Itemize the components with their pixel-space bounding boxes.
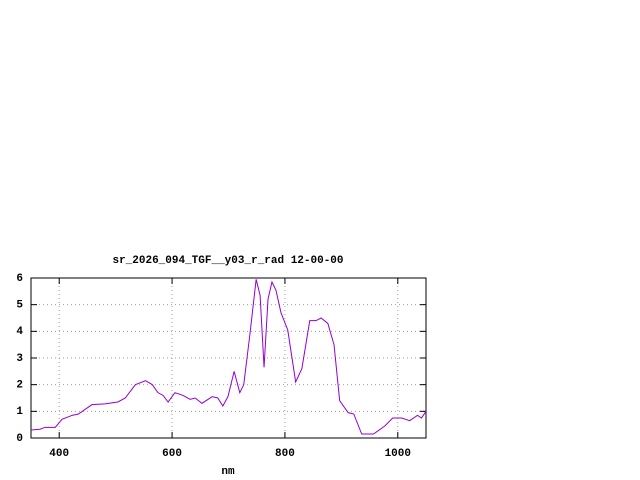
plot-border (30, 277, 427, 439)
chart-title: sr_2026_094_TGF__y03_r_rad 12-00-00 (112, 255, 343, 267)
y-tick-label: 4 (16, 326, 23, 338)
y-tick-label: 0 (16, 433, 23, 445)
y-tick-label: 3 (16, 353, 23, 365)
x-axis-label: nm (221, 466, 235, 478)
y-tick-label: 2 (16, 380, 23, 392)
x-tick-label: 1000 (385, 448, 411, 460)
y-tick-label: 6 (16, 273, 23, 285)
data-line (30, 279, 427, 435)
y-tick-label: 5 (16, 300, 23, 312)
x-tick-label: 600 (162, 448, 182, 460)
x-tick-label: 800 (275, 448, 295, 460)
x-tick-label: 400 (49, 448, 69, 460)
y-tick-label: 1 (16, 406, 23, 418)
